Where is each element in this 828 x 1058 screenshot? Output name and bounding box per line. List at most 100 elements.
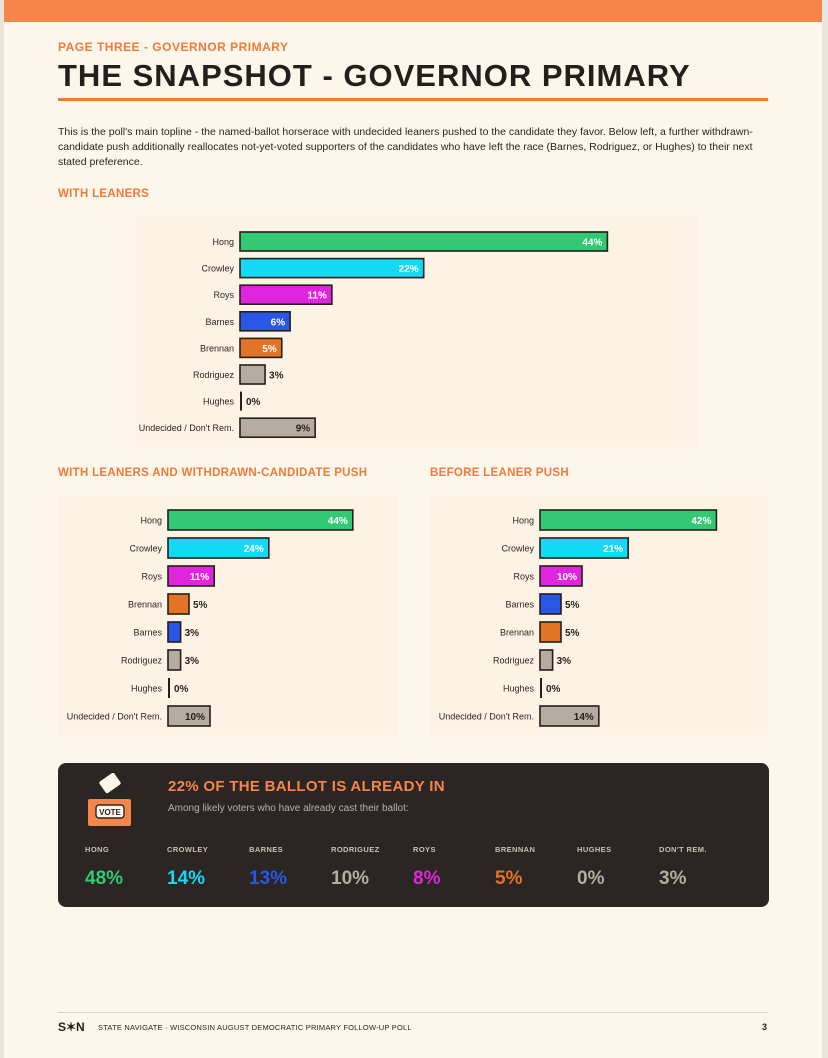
bar-roys (167, 565, 216, 587)
value-label-barnes: 6% (271, 317, 286, 328)
bar-roys (239, 284, 333, 305)
stat-label: ROYS (413, 845, 436, 854)
bar-rodriguez (539, 649, 554, 671)
category-label-rodriguez: Rodriguez (193, 370, 235, 380)
stat-value: 0% (577, 868, 605, 889)
stat-label: BARNES (249, 845, 284, 854)
stat-dont-rem: DON'T REM. 3% (659, 845, 739, 890)
value-label-crowley: 21% (603, 544, 623, 555)
category-label-undecided-don-t-rem: Undecided / Don't Rem. (439, 712, 534, 722)
bar-barnes (539, 593, 562, 615)
early-vote-panel: VOTE 22% OF THE BALLOT IS ALREADY IN Amo… (58, 763, 769, 907)
bar-hong (167, 509, 354, 531)
stat-value: 3% (659, 868, 687, 889)
page-title: THE SNAPSHOT - GOVERNOR PRIMARY (58, 58, 691, 93)
stat-barnes: BARNES 13% (249, 845, 329, 890)
chart-heading-before-leaner-push: BEFORE LEANER PUSH (430, 467, 569, 479)
bar-hughes (240, 391, 242, 411)
value-label-roys: 11% (307, 291, 327, 302)
stat-value: 5% (495, 868, 523, 889)
category-label-roys: Roys (141, 572, 162, 582)
bar-barnes (239, 311, 291, 332)
value-label-roys: 11% (190, 572, 210, 583)
stat-value: 48% (85, 868, 124, 889)
page-kicker: PAGE THREE - GOVERNOR PRIMARY (58, 40, 289, 54)
bar-crowley (239, 257, 425, 279)
category-label-barnes: Barnes (133, 628, 162, 638)
stat-label: CROWLEY (167, 845, 209, 854)
bar-crowley (167, 537, 270, 559)
value-label-rodriguez: 3% (185, 656, 200, 667)
category-label-crowley: Crowley (501, 544, 534, 554)
value-label-hong: 44% (328, 516, 348, 527)
category-label-roys: Roys (213, 290, 234, 300)
category-label-hughes: Hughes (203, 397, 235, 407)
category-label-brennan: Brennan (128, 600, 162, 610)
chart-before-leaner-push: Hong 42% Crowley 21% Roys 10% Barnes 5% Brennan 5… (439, 509, 718, 727)
value-label-hughes: 0% (174, 684, 189, 695)
category-label-barnes: Barnes (205, 317, 234, 327)
chart-withdrawn-push: Hong 44% Crowley 24% Roys 11% Brennan 5% Barnes 3… (67, 509, 354, 727)
right-page-edge (822, 0, 828, 1058)
bar-barnes (167, 621, 182, 643)
stat-brennan: BRENNAN 5% (495, 845, 575, 890)
category-label-undecided-don-t-rem: Undecided / Don't Rem. (67, 712, 162, 722)
bar-brennan (539, 621, 562, 643)
category-label-hong: Hong (140, 516, 162, 526)
value-label-rodriguez: 3% (269, 371, 284, 382)
category-label-crowley: Crowley (129, 544, 162, 554)
chart-heading-withdrawn-push: WITH LEANERS AND WITHDRAWN-CANDIDATE PUS… (58, 467, 368, 479)
footer-text: STATE NAVIGATE · WISCONSIN AUGUST DEMOCR… (98, 1023, 412, 1032)
intro-paragraph: This is the poll's main topline - the na… (58, 126, 753, 168)
bar-hong (539, 509, 718, 531)
stat-label: BRENNAN (495, 845, 536, 854)
category-label-brennan: Brennan (500, 628, 534, 638)
footer-rule (58, 1012, 768, 1013)
value-label-barnes: 5% (565, 600, 580, 611)
value-label-brennan: 5% (565, 628, 580, 639)
bar-undecided-don-t-rem (539, 705, 600, 727)
category-label-barnes: Barnes (505, 600, 534, 610)
value-label-brennan: 5% (262, 344, 277, 355)
category-label-hughes: Hughes (131, 684, 163, 694)
stat-rodriguez: RODRIGUEZ 10% (331, 845, 411, 890)
category-label-undecided-don-t-rem: Undecided / Don't Rem. (139, 423, 234, 433)
value-label-brennan: 5% (193, 600, 208, 611)
stat-hughes: HUGHES 0% (577, 845, 657, 890)
stat-label: HUGHES (577, 845, 612, 854)
top-accent-bar (0, 0, 828, 22)
bar-crowley (539, 537, 629, 559)
value-label-undecided-don-t-rem: 14% (574, 712, 594, 723)
stat-value: 8% (413, 868, 441, 889)
stat-hong: HONG 48% (85, 845, 165, 890)
value-label-rodriguez: 3% (557, 656, 572, 667)
value-label-crowley: 22% (399, 264, 419, 275)
chart-with-leaners: Hong 44% Crowley 22% Roys 11% Barnes 6% Brennan 5… (139, 231, 609, 438)
stat-value: 14% (167, 868, 206, 889)
value-label-hughes: 0% (246, 397, 261, 408)
category-label-brennan: Brennan (200, 343, 234, 353)
bar-hughes (540, 678, 542, 698)
footer-logo: S✶N (58, 1020, 85, 1034)
bar-brennan (167, 593, 190, 615)
value-label-undecided-don-t-rem: 9% (296, 424, 311, 435)
bar-rodriguez (167, 649, 182, 671)
chart-background: Hong 44% Crowley 22% Roys 11% Barnes 6% Brennan 5… (136, 215, 698, 447)
ballot-box-label: VOTE (99, 808, 121, 817)
page-number: 3 (762, 1022, 768, 1032)
chart-background: Hong 42% Crowley 21% Roys 10% Barnes 5% Brennan 5… (430, 495, 768, 735)
value-label-hong: 44% (582, 238, 602, 249)
category-label-hong: Hong (212, 237, 234, 247)
bar-undecided-don-t-rem (239, 417, 316, 438)
value-label-hong: 42% (691, 516, 711, 527)
title-rule (58, 98, 768, 101)
stat-roys: ROYS 8% (413, 845, 493, 890)
value-label-roys: 10% (557, 572, 577, 583)
left-page-edge (0, 0, 4, 1058)
ballot-box-icon: VOTE (88, 773, 131, 826)
value-label-hughes: 0% (546, 684, 561, 695)
stat-value: 10% (331, 868, 370, 889)
stat-label: DON'T REM. (659, 845, 707, 854)
category-label-roys: Roys (513, 572, 534, 582)
category-label-crowley: Crowley (201, 264, 234, 274)
